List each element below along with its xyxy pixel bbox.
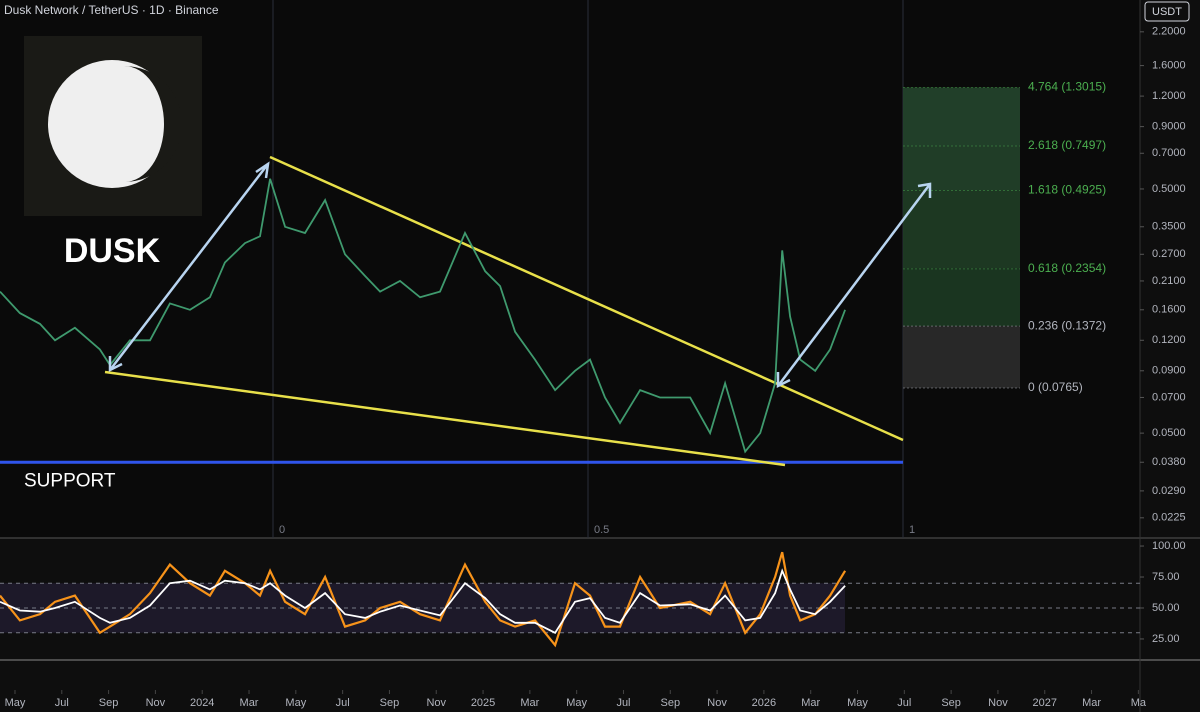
series-line bbox=[0, 551, 847, 648]
currency: USDT bbox=[1152, 6, 1182, 18]
x-tick-label: Jul bbox=[616, 697, 630, 709]
fib-label: 0 (0.0765) bbox=[1028, 380, 1083, 394]
arrow bbox=[777, 183, 931, 387]
y-tick-label: 0.9000 bbox=[1152, 121, 1186, 133]
rsi-band bbox=[0, 583, 845, 633]
x-tick-label: Mar bbox=[240, 697, 259, 709]
logo-text: DUSK bbox=[64, 232, 161, 270]
arrow-head bbox=[255, 161, 270, 179]
y-tick-label: 25.00 bbox=[1152, 633, 1180, 645]
y-tick-label: 0.0700 bbox=[1152, 391, 1186, 403]
logo-crescent bbox=[124, 66, 182, 182]
y-tick-label: 0.1200 bbox=[1152, 334, 1186, 346]
y-tick-label: 0.0290 bbox=[1152, 485, 1186, 497]
x-tick-label: Ma bbox=[1131, 697, 1147, 709]
x-tick-label: 2027 bbox=[1033, 697, 1057, 709]
x-tick-label: May bbox=[285, 697, 306, 709]
y-tick-label: 0.0380 bbox=[1152, 456, 1186, 468]
price-line bbox=[0, 178, 846, 454]
arrow-head bbox=[108, 356, 123, 373]
y-tick-label: 0.7000 bbox=[1152, 147, 1186, 159]
fib-label: 4.764 (1.3015) bbox=[1028, 80, 1106, 94]
x-tick-label: Sep bbox=[941, 697, 961, 709]
y-tick-label: 2.2000 bbox=[1152, 26, 1186, 38]
x-tick-label: May bbox=[5, 697, 26, 709]
fib-label: 2.618 (0.7497) bbox=[1028, 138, 1106, 152]
x-tick-label: Sep bbox=[380, 697, 400, 709]
logo-circle bbox=[48, 60, 176, 188]
y-tick-label: 1.6000 bbox=[1152, 60, 1186, 72]
y-tick-label: 0.0900 bbox=[1152, 365, 1186, 377]
wedge-line bbox=[104, 370, 786, 467]
fib-zone bbox=[903, 190, 1020, 269]
x-tick-label: Jul bbox=[55, 697, 69, 709]
x-tick-label: Sep bbox=[660, 697, 680, 709]
x-tick-label: Nov bbox=[146, 697, 166, 709]
arrows bbox=[108, 161, 932, 389]
y-tick-label: 1.2000 bbox=[1152, 90, 1186, 102]
x-tick-label: Nov bbox=[707, 697, 727, 709]
x-tick-label: Sep bbox=[99, 697, 119, 709]
x-tick-label: 2024 bbox=[190, 697, 214, 709]
header: Dusk Network / TetherUS · 1D · Binance bbox=[4, 3, 219, 17]
x-tick-label: Mar bbox=[1082, 697, 1101, 709]
fib-zone bbox=[903, 326, 1020, 389]
y-tick-label: 0.1600 bbox=[1152, 304, 1186, 316]
y-tick-label: 0.0225 bbox=[1152, 512, 1186, 524]
arrow-head bbox=[776, 372, 791, 389]
x-tick-label: Mar bbox=[801, 697, 820, 709]
x-tick-label: May bbox=[566, 697, 587, 709]
x-tick-label: 2026 bbox=[752, 697, 776, 709]
fib-label: 0.618 (0.2354) bbox=[1028, 261, 1106, 275]
fib-label: 1.618 (0.4925) bbox=[1028, 183, 1106, 197]
x-tick-label: 2025 bbox=[471, 697, 495, 709]
time-fib-label: 1 bbox=[909, 524, 915, 536]
y-tick-label: 0.2100 bbox=[1152, 275, 1186, 287]
y-tick-label: 75.00 bbox=[1152, 571, 1180, 583]
x-tick-label: Mar bbox=[520, 697, 539, 709]
wedge-line bbox=[269, 155, 904, 442]
x-tick-label: Nov bbox=[988, 697, 1008, 709]
time-fib-label: 0 bbox=[279, 524, 285, 536]
y-tick-label: 0.0500 bbox=[1152, 427, 1186, 439]
x-tick-label: Jul bbox=[897, 697, 911, 709]
series-line bbox=[0, 568, 846, 634]
y-tick-label: 50.00 bbox=[1152, 602, 1180, 614]
x-tick-label: May bbox=[847, 697, 868, 709]
arrow bbox=[109, 163, 269, 371]
x-tick-label: Jul bbox=[336, 697, 350, 709]
time-fib-label: 0.5 bbox=[594, 524, 609, 536]
y-tick-label: 0.5000 bbox=[1152, 183, 1186, 195]
y-tick-label: 100.00 bbox=[1152, 540, 1186, 552]
currency-box bbox=[1144, 1, 1190, 22]
fib-label: 0.236 (0.1372) bbox=[1028, 318, 1106, 332]
x-tick-label: Nov bbox=[426, 697, 446, 709]
arrow-head bbox=[917, 182, 932, 198]
y-tick-label: 0.2700 bbox=[1152, 248, 1186, 260]
support-label: SUPPORT bbox=[24, 470, 116, 491]
fib-zone bbox=[903, 268, 1020, 327]
fib-zone bbox=[903, 145, 1020, 191]
fib-zone bbox=[903, 87, 1020, 146]
y-tick-label: 0.3500 bbox=[1152, 221, 1186, 233]
